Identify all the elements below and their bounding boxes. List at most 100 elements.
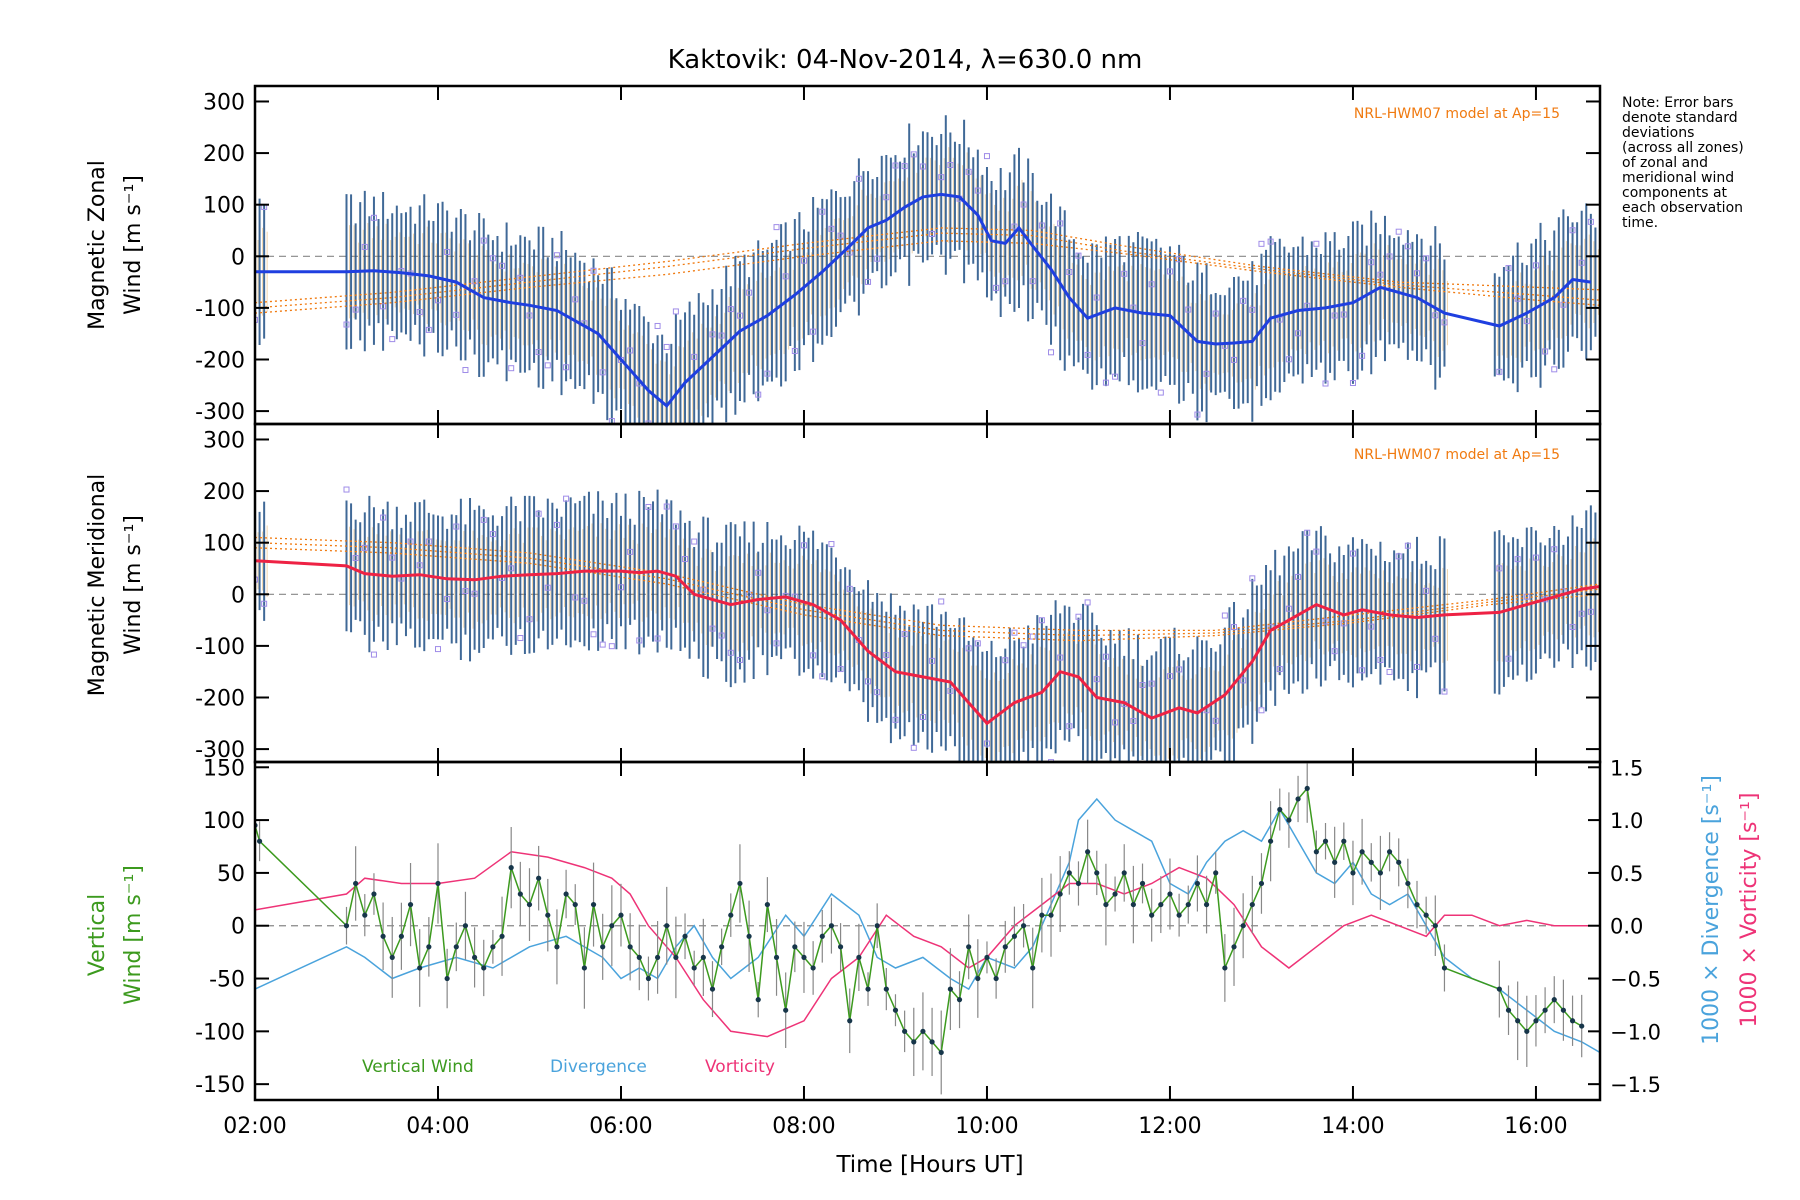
sample-marker: [1102, 653, 1109, 660]
vertical-wind-point: [1158, 901, 1164, 908]
vertical-wind-point: [1030, 965, 1036, 971]
sample-marker: [480, 516, 487, 523]
sample-marker: [1121, 270, 1128, 277]
chart-title: Kaktovik: 04-Nov-2014, λ=630.0 nm: [668, 45, 1143, 75]
right-tick-label: −1.5: [1610, 1073, 1661, 1097]
vertical-wind-point: [1505, 1007, 1512, 1013]
sample-marker: [791, 347, 798, 354]
right-tick-label: 0.0: [1610, 915, 1643, 939]
vertical-wind-point: [636, 954, 642, 961]
sample-marker: [1231, 624, 1238, 631]
sample-marker: [1002, 278, 1009, 285]
sample-marker: [938, 174, 945, 181]
y-tick-label: 100: [203, 532, 245, 557]
x-tick-label: 02:00: [223, 1114, 286, 1139]
y-tick-label: -100: [195, 297, 245, 322]
sample-marker: [892, 162, 899, 169]
sample-marker: [1066, 723, 1073, 730]
sample-marker: [380, 514, 387, 521]
vertical-wind-point: [343, 923, 350, 929]
sample-marker: [718, 332, 725, 339]
vertical-wind-point: [700, 954, 706, 961]
sample-marker: [1258, 240, 1265, 247]
sample-marker: [663, 343, 670, 350]
sample-marker: [672, 523, 679, 530]
sample-marker: [910, 744, 917, 751]
vertical-wind-point: [1103, 901, 1109, 908]
vertical-wind-point: [1588, 0, 1593, 3]
sample-marker: [1139, 340, 1146, 347]
sample-marker: [453, 523, 460, 530]
vertical-wind-point: [1295, 796, 1301, 802]
sample-marker: [910, 151, 917, 158]
vertical-wind-point: [581, 965, 587, 971]
right-tick-label: 1.5: [1610, 756, 1643, 780]
vertical-wind-point: [609, 923, 615, 929]
vertical-wind-point: [746, 933, 752, 939]
sample-marker: [1359, 667, 1366, 674]
sample-marker: [425, 538, 432, 545]
vertical-wind-point: [856, 954, 862, 961]
sample-marker: [654, 635, 661, 642]
sample-marker: [425, 326, 432, 333]
sample-marker: [508, 365, 515, 372]
sample-marker: [1066, 268, 1073, 275]
vertical-wind-point: [755, 997, 761, 1003]
vertical-wind-point: [1149, 912, 1155, 918]
panel-plot-area: [255, 0, 1600, 1095]
sample-marker: [1221, 612, 1228, 619]
sample-marker: [1029, 278, 1036, 285]
sample-marker: [974, 640, 981, 647]
sample-marker: [755, 569, 762, 576]
sample-marker: [1505, 265, 1512, 272]
x-tick-label: 04:00: [406, 1114, 469, 1139]
sample-marker: [718, 632, 725, 639]
sample-marker: [1414, 270, 1421, 277]
panel-frame: [253, 760, 1602, 1102]
sample-marker: [434, 297, 441, 304]
sample-marker: [370, 651, 377, 658]
sample-marker: [1395, 228, 1402, 235]
vertical-wind-point: [1039, 912, 1045, 918]
vertical-wind-point: [1020, 923, 1027, 929]
vertical-wind-point: [1094, 870, 1100, 876]
vorticity-ylabel: 1000 × Vorticity [s⁻¹]: [1737, 793, 1762, 1028]
sample-marker: [1368, 623, 1375, 630]
sample-marker: [929, 230, 936, 237]
sample-marker: [544, 584, 551, 591]
vertical-wind-point: [1185, 901, 1191, 908]
sample-marker: [727, 306, 734, 313]
zonal-model-label: NRL-HWM07 model at Ap=15: [1354, 106, 1560, 122]
sample-marker: [1057, 220, 1064, 227]
sample-marker: [1038, 617, 1045, 624]
vertical-wind-line: [255, 786, 1583, 1055]
sample-marker: [764, 370, 771, 377]
divergence-ylabel: 1000 × Divergence [s⁻¹]: [1699, 775, 1724, 1045]
sample-marker: [1304, 529, 1311, 536]
sample-marker: [352, 554, 359, 561]
sample-marker: [1523, 318, 1530, 325]
vertical-wind-point: [773, 954, 780, 961]
vertical-wind-point: [600, 944, 606, 950]
sample-marker: [874, 689, 881, 696]
sample-marker: [682, 556, 689, 563]
sample-marker: [1240, 297, 1247, 304]
vertical-wind-point: [1048, 912, 1054, 918]
sample-marker: [709, 625, 716, 632]
vertical-wind-point: [1213, 870, 1219, 876]
sample-marker: [261, 600, 268, 607]
vertical-wind-point: [1139, 880, 1146, 887]
vertical-wind-point: [847, 1018, 853, 1024]
sample-marker: [901, 163, 908, 170]
vertical-wind-point: [1332, 859, 1338, 865]
note-line: time.: [1622, 215, 1659, 231]
sample-marker: [672, 308, 679, 315]
sample-marker: [599, 369, 606, 376]
sample-marker: [1532, 262, 1539, 269]
sample-marker: [1551, 546, 1558, 553]
vertical-wind-point: [256, 838, 263, 844]
sample-marker: [1395, 553, 1402, 560]
sample-marker: [1139, 681, 1146, 688]
sample-marker: [1322, 618, 1329, 625]
sample-marker: [654, 322, 661, 329]
